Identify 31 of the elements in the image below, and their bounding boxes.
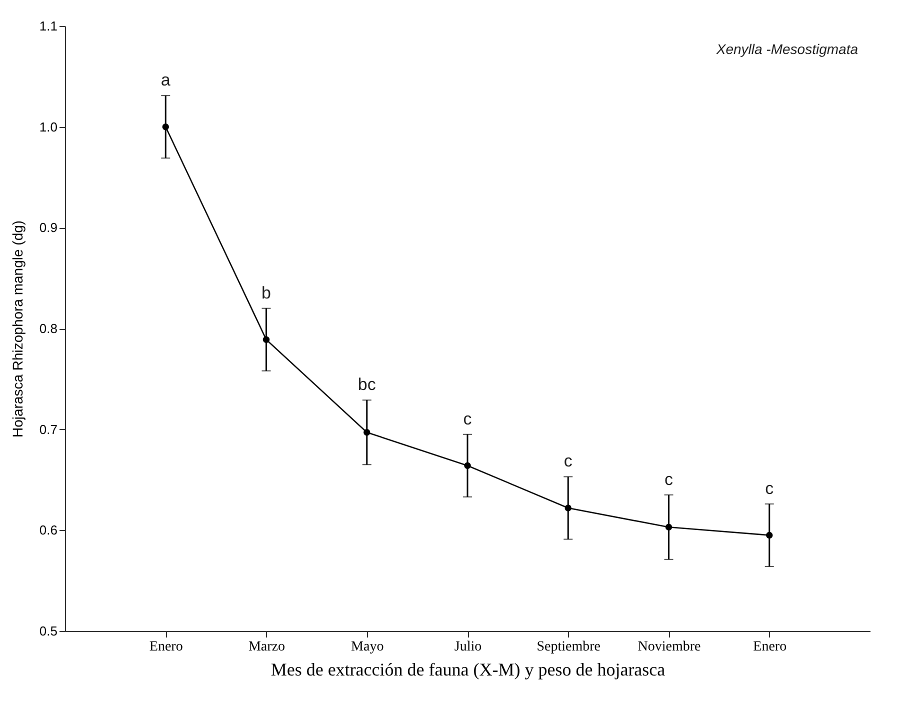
annotation: bc: [358, 375, 376, 394]
annotation: c: [664, 470, 674, 489]
y-tick-label: 0.7: [39, 422, 58, 437]
y-axis-title: Hojarasca Rhizophora mangle (dg): [9, 220, 26, 438]
x-tick-label: Noviembre: [638, 640, 701, 654]
annotation: a: [160, 70, 171, 90]
y-tick-label: 0.9: [39, 220, 58, 236]
y-tick-label: 0.5: [39, 624, 58, 638]
point: [364, 429, 370, 436]
x-tick-label: Mayo: [351, 640, 384, 654]
x-tick-label: Julio: [454, 640, 482, 654]
y-tick-label: 1.1: [39, 18, 58, 34]
point: [262, 336, 270, 343]
x-tick-label: Enero: [753, 640, 787, 654]
x-tick-label: Enero: [149, 640, 183, 654]
point: [665, 524, 672, 530]
point: [464, 462, 471, 469]
x-tick-label: Marzo: [248, 640, 286, 654]
annotation: c: [463, 409, 472, 428]
point: [766, 532, 773, 539]
y-tick-label: 0.6: [39, 522, 58, 538]
annotation: b: [262, 283, 271, 302]
annotation: c: [564, 452, 573, 471]
y-tick-label: 1.0: [39, 119, 58, 134]
annotation: Xenylla -Mesostigmata: [715, 41, 858, 57]
y-tick-label: 0.8: [39, 321, 58, 336]
x-tick-label: Septiembre: [536, 640, 601, 654]
point: [564, 504, 572, 512]
x-axis-title: Mes de extracción de fauna (X-M) y peso de hojarasca: [270, 660, 666, 680]
point: [162, 123, 169, 130]
annotation: c: [765, 478, 774, 498]
